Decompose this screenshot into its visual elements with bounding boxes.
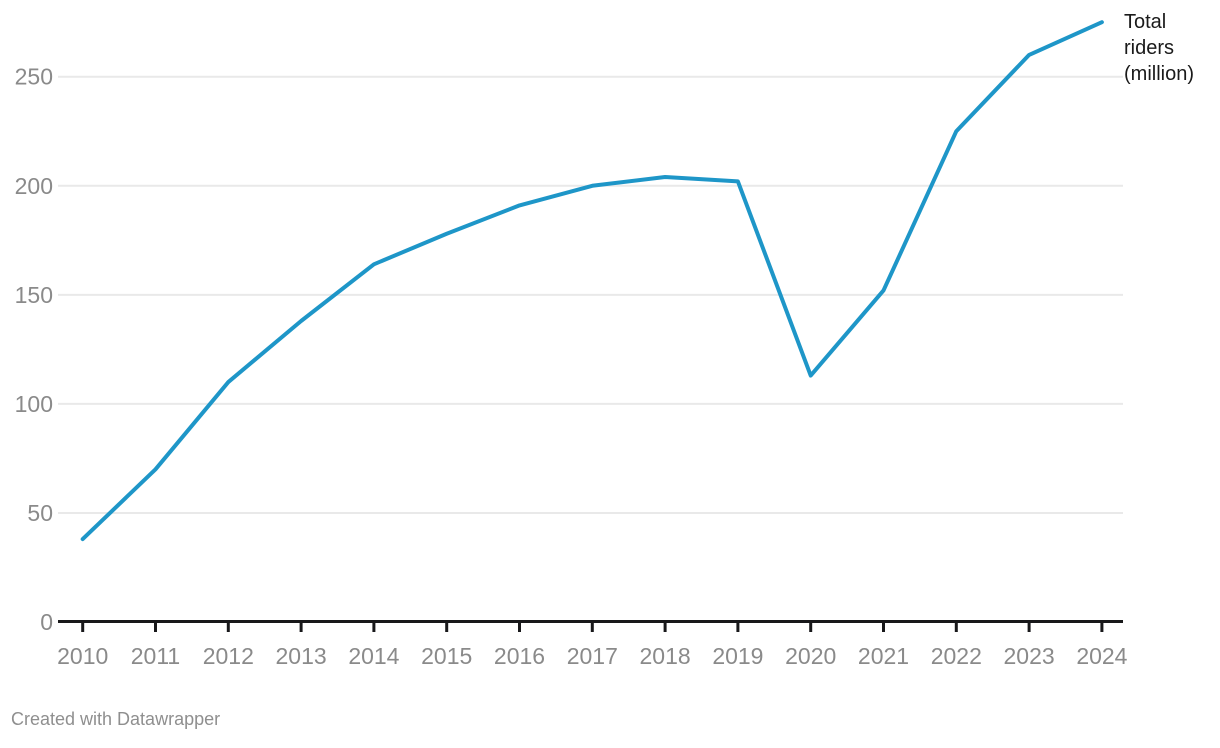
y-tick-label-50: 50	[27, 500, 53, 526]
x-tick-label-2019: 2019	[712, 643, 763, 669]
x-tick-label-2021: 2021	[858, 643, 909, 669]
y-tick-label-250: 250	[15, 64, 53, 90]
y-tick-label-100: 100	[15, 391, 53, 417]
x-tick-label-2012: 2012	[203, 643, 254, 669]
x-tick-label-2020: 2020	[785, 643, 836, 669]
x-tick-label-2016: 2016	[494, 643, 545, 669]
x-tick-label-2017: 2017	[567, 643, 618, 669]
x-tick-label-2018: 2018	[640, 643, 691, 669]
series-end-label-line-2: riders	[1124, 37, 1175, 59]
y-tick-label-0: 0	[40, 609, 53, 635]
x-tick-label-2013: 2013	[276, 643, 327, 669]
x-tick-label-2022: 2022	[931, 643, 982, 669]
attribution-text: Created with Datawrapper	[11, 709, 221, 729]
x-tick-label-2024: 2024	[1076, 643, 1127, 669]
x-tick-label-2014: 2014	[348, 643, 399, 669]
y-tick-label-200: 200	[15, 173, 53, 199]
x-tick-label-2023: 2023	[1004, 643, 1055, 669]
series-end-label-line-1: Total	[1124, 11, 1167, 33]
y-tick-label-150: 150	[15, 282, 53, 308]
data-line-total-riders	[80, 20, 1104, 542]
x-tick-label-2015: 2015	[421, 643, 472, 669]
series-end-label: Total riders (million)	[1124, 9, 1194, 87]
x-tick-label-2011: 2011	[131, 643, 180, 669]
x-tick-label-2010: 2010	[57, 643, 108, 669]
series-end-label-line-3: (million)	[1124, 63, 1194, 85]
